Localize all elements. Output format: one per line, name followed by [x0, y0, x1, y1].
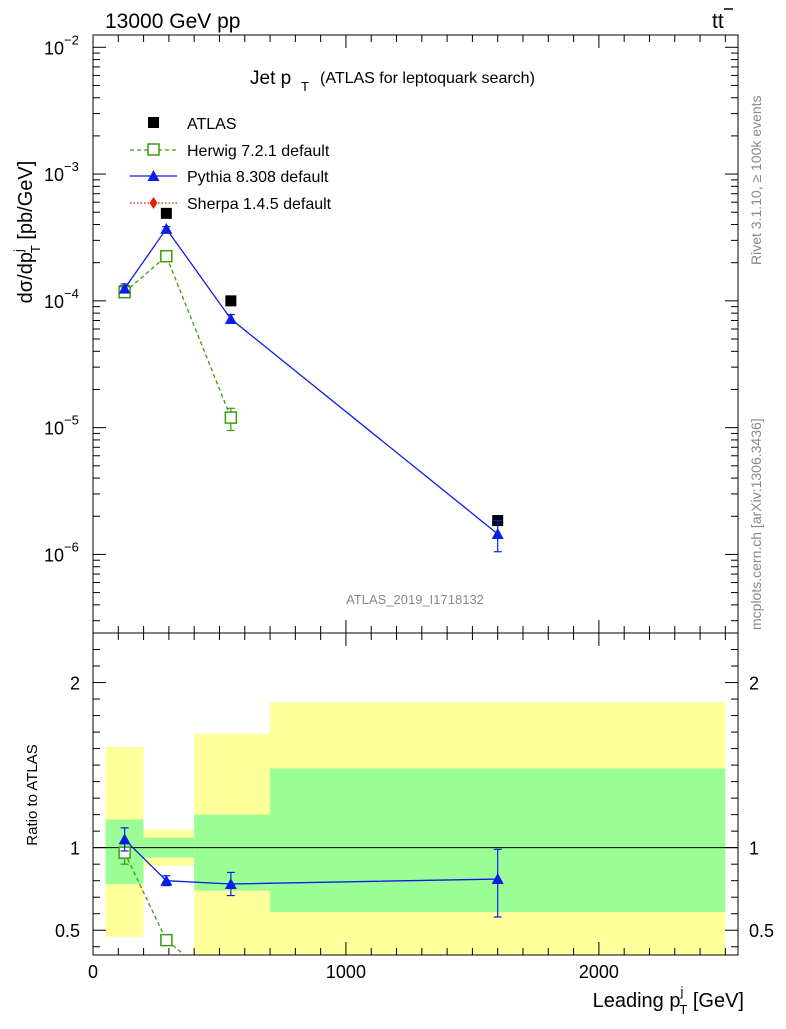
ratio-series-layer — [118, 827, 504, 998]
ratio-y-tick-label-right: 2 — [749, 674, 759, 694]
y-tick-exponent: −6 — [64, 539, 79, 554]
ratio-y-tick-label-right: 0.5 — [749, 921, 774, 941]
y-tick-label: 10−4 — [44, 286, 79, 312]
y-tick-exponent: −5 — [64, 413, 79, 428]
pythia-ratio-point — [118, 833, 131, 845]
x-axis-label: Leading pj T [GeV] — [593, 984, 744, 1017]
plot-title-rest: (ATLAS for leptoquark search) — [320, 70, 535, 87]
legend-pythia-label: Pythia 8.308 default — [187, 169, 329, 186]
legend-atlas-marker — [148, 117, 159, 128]
y-tick-label: 10−3 — [44, 159, 79, 185]
pythia-point — [118, 282, 131, 294]
plot-title: Jet p — [250, 68, 291, 89]
x-tick-label: 2000 — [579, 962, 619, 982]
legend-sherpa-label: Sherpa 1.4.5 default — [187, 196, 332, 213]
pythia-ratio-point — [224, 877, 237, 889]
legend-herwig-label: Herwig 7.2.1 default — [187, 143, 330, 160]
legend-herwig-marker — [147, 143, 160, 156]
pythia-point — [491, 527, 504, 539]
atlas-data-point — [160, 207, 172, 219]
main-series-layer — [118, 207, 504, 553]
ratio-y-axis-label: Ratio to ATLAS — [24, 744, 41, 845]
ratio-panel: 0.5 0.5 1 1 2 2 0 1000 2000 Ratio to ATLAS Lead… — [24, 632, 774, 1017]
ratio-y-tick-label-right: 1 — [749, 839, 759, 859]
herwig-point — [224, 411, 238, 424]
ratio-y-ticks: 0.5 0.5 1 1 2 2 — [55, 649, 774, 948]
x-tick-label: 1000 — [326, 962, 366, 982]
band-inner — [194, 814, 271, 891]
ratio-y-tick-label-left: 2 — [70, 674, 80, 694]
mcplots-credit-label: mcplots.cern.ch [arXiv:1306.3436] — [748, 418, 764, 630]
pythia-ratio-point — [491, 873, 504, 885]
pythia-line — [124, 227, 499, 535]
herwig-point — [160, 249, 173, 263]
process-label: tt — [712, 10, 724, 33]
y-tick-label: 10−6 — [44, 539, 79, 565]
y-tick-exponent: −2 — [64, 32, 79, 47]
pythia-ratio-line — [124, 838, 498, 885]
energy-label: 13000 GeV pp — [105, 10, 240, 33]
pythia-point — [224, 312, 237, 324]
main-x-ticks — [92, 35, 726, 633]
analysis-watermark: ATLAS_2019_I1718132 — [346, 592, 484, 607]
main-y-axis-label: dσ/dpj T [pb/GeV] — [11, 161, 43, 304]
atlas-data-point — [225, 295, 237, 307]
legend-pythia-marker — [147, 170, 160, 181]
herwig-ratio-point — [160, 933, 173, 947]
legend-sherpa-marker — [149, 197, 158, 209]
y-tick-label: 10−2 — [44, 32, 79, 58]
pythia-point — [160, 222, 173, 234]
herwig-ratio-point — [225, 987, 236, 998]
ratio-y-tick-label-left: 1 — [70, 839, 80, 859]
plot-title-sub: T — [301, 79, 309, 94]
legend-atlas-label: ATLAS — [187, 116, 237, 133]
herwig-line — [124, 255, 232, 418]
x-tick-label: 0 — [88, 962, 98, 982]
legend: ATLAS Herwig 7.2.1 default Pythia 8.308 … — [130, 116, 332, 213]
y-tick-exponent: −3 — [64, 159, 79, 174]
main-panel: 10−6 10−5 10−4 10−3 10−2 Jet p T (ATLAS for … — [11, 32, 739, 634]
ratio-plot-frame — [92, 632, 739, 956]
rivet-version-label: Rivet 3.1.10, ≥ 100k events — [748, 95, 764, 265]
pythia-ratio-point — [160, 874, 173, 886]
y-tick-exponent: −4 — [64, 286, 79, 301]
y-tick-label: 10−5 — [44, 413, 79, 439]
ratio-x-ticks: 0 1000 2000 — [88, 633, 726, 982]
ratio-uncertainty-bands — [105, 702, 726, 955]
ratio-y-tick-label-left: 0.5 — [55, 921, 80, 941]
ratio-series-clipped — [118, 827, 504, 998]
